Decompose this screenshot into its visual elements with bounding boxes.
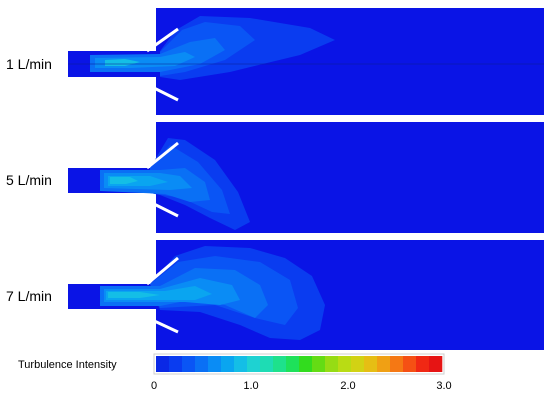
colorbar-band — [286, 356, 300, 372]
colorbar-band — [312, 356, 326, 372]
colorbar-band — [195, 356, 209, 372]
colorbar-band — [247, 356, 261, 372]
colorbar-band — [351, 356, 365, 372]
colorbar-band — [273, 356, 287, 372]
panel-label-5lmin: 5 L/min — [6, 172, 52, 188]
colorbar-band — [156, 356, 170, 372]
colorbar-band — [403, 356, 417, 372]
colorbar-band — [325, 356, 339, 372]
colorbar-band — [429, 356, 443, 372]
colorbar-tick-0: 0 — [150, 380, 158, 392]
colorbar-band — [364, 356, 378, 372]
colorbar-tick-3: 3.0 — [436, 380, 452, 392]
colorbar-band — [169, 356, 183, 372]
colorbar-band — [338, 356, 352, 372]
colorbar-band — [390, 356, 404, 372]
colorbar-band — [221, 356, 235, 372]
colorbar-band — [299, 356, 313, 372]
colorbar-band — [377, 356, 391, 372]
contour-panel-3 — [68, 240, 544, 350]
colorbar-tick-2: 2.0 — [340, 380, 356, 392]
colorbar-band — [182, 356, 196, 372]
contour-panel-1 — [68, 8, 544, 115]
colorbar-band — [260, 356, 274, 372]
colorbar-band — [208, 356, 222, 372]
colorbar-title: Turbulence Intensity — [18, 359, 117, 371]
contour-panel-2 — [68, 122, 544, 233]
colorbar — [153, 353, 445, 375]
panel-label-7lmin: 7 L/min — [6, 288, 52, 304]
colorbar-band — [416, 356, 430, 372]
colorbar-band — [234, 356, 248, 372]
panel-label-1lmin: 1 L/min — [6, 56, 52, 72]
colorbar-tick-1: 1.0 — [243, 380, 259, 392]
